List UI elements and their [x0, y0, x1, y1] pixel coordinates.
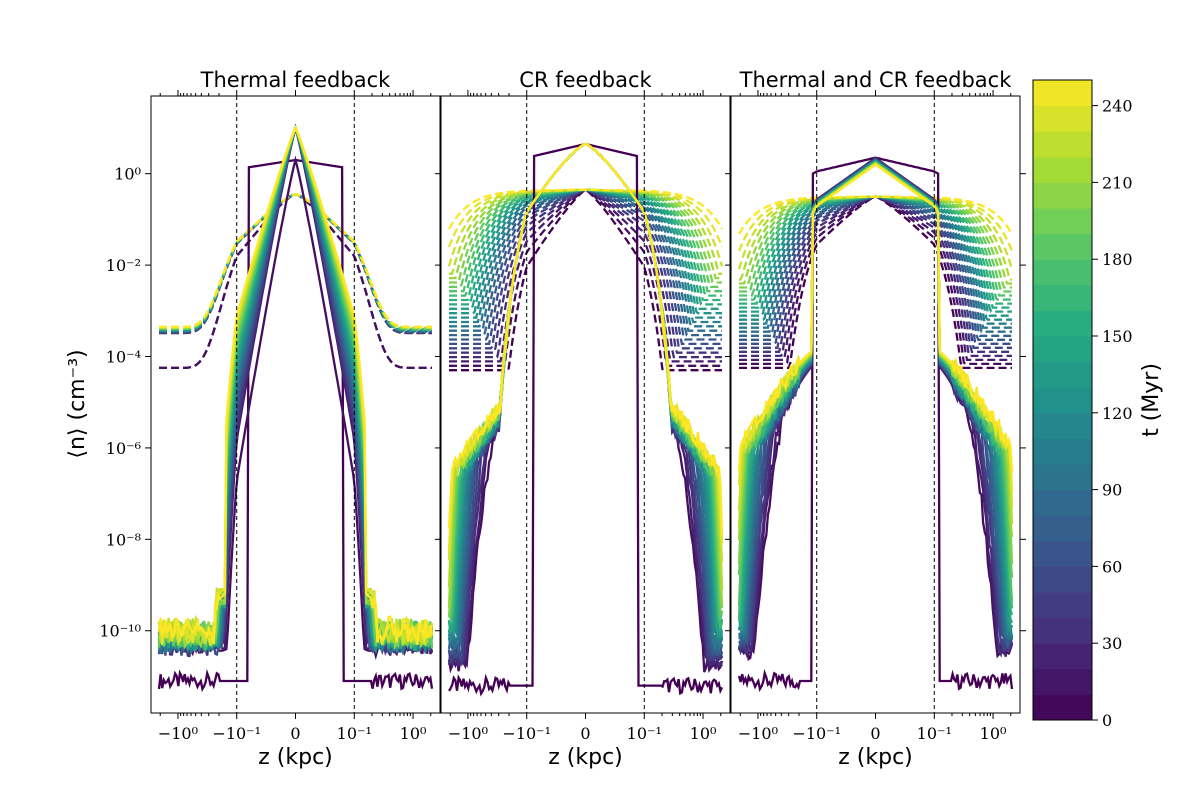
colorbar-label: t (Myr)	[1139, 363, 1164, 437]
x-tick-label: −10⁻¹	[792, 724, 841, 743]
colorbar-tick-label: 0	[1102, 711, 1112, 730]
colorbar-band	[1033, 131, 1092, 158]
x-tick-label: 10⁻¹	[917, 724, 952, 743]
y-tick-label: 10⁻⁶	[106, 439, 141, 458]
y-tick-label: 10⁻²	[106, 256, 141, 275]
colorbar-tick-label: 210	[1102, 173, 1133, 192]
y-tick-label: 10⁻¹⁰	[99, 622, 141, 641]
colorbar-band	[1033, 310, 1092, 337]
colorbar-tick-label: 90	[1102, 481, 1122, 500]
panel-cr: −10⁰ −10⁻¹ 0 10⁻¹ 10⁰ CR feedback z (kpc)	[435, 68, 731, 770]
colorbar-band	[1033, 156, 1092, 183]
colorbar-tick-label: 180	[1102, 250, 1133, 269]
panel-title: Thermal and CR feedback	[739, 68, 1013, 92]
x-tick-label: 0	[580, 724, 590, 743]
x-tick-label: −10⁰	[158, 724, 198, 743]
colorbar-band	[1033, 489, 1092, 516]
panel-thermal: −10⁰ −10⁻¹ 0 10⁻¹ 10⁰ 10⁰ 10⁻² 10⁻⁴ 10⁻⁶ 10⁻⁸ 10⁻¹…	[99, 68, 441, 770]
colorbar-band	[1033, 643, 1092, 670]
colorbar-band	[1033, 105, 1092, 132]
series-line-dashed-t60	[449, 188, 722, 346]
colorbar-frame	[1032, 79, 1093, 721]
colorbar-tick-label: 60	[1102, 557, 1122, 576]
colorbar-band	[1033, 515, 1092, 542]
curves	[447, 142, 724, 697]
y-axis-label: ⟨n⟩ (cm⁻³)	[65, 349, 90, 458]
series-line-dashed-t120	[739, 195, 1012, 321]
series-line-dashed-t250	[159, 193, 432, 328]
panel-title: CR feedback	[519, 68, 652, 92]
colorbar-band	[1033, 387, 1092, 414]
y-tick-label: 10⁰	[114, 165, 141, 184]
curves	[157, 123, 434, 693]
colorbar-band	[1033, 182, 1092, 209]
y-tick-label: 10⁻⁴	[106, 348, 141, 367]
colorbar-band	[1033, 233, 1092, 260]
x-axis-label: z (kpc)	[838, 745, 913, 770]
x-tick-label: 10⁻¹	[337, 724, 372, 743]
x-tick-label: 10⁻¹	[627, 724, 662, 743]
series-line-dashed-t250	[738, 195, 1013, 235]
series-line-dashed-t160	[449, 188, 722, 302]
colorbar-band	[1033, 284, 1092, 311]
colorbar-band	[1033, 566, 1092, 593]
series-line-dashed-t200	[449, 188, 722, 284]
colorbar-band	[1033, 438, 1092, 465]
series-line-dashed-t250	[447, 188, 724, 230]
series-line-solid-t250	[157, 125, 434, 646]
colorbar-band	[1033, 361, 1092, 388]
series-line-dashed-t40	[739, 195, 1012, 353]
colorbar-band	[1033, 80, 1092, 107]
x-tick-label: −10⁰	[448, 724, 488, 743]
x-tick-label: −10⁰	[738, 724, 778, 743]
colorbar-band	[1033, 694, 1092, 721]
x-tick-label: −10⁻¹	[502, 724, 551, 743]
colorbar-band	[1033, 592, 1092, 619]
series-line-solid-t250	[737, 163, 1014, 474]
x-tick-label: 0	[870, 724, 880, 743]
colorbar: 0 30 60 90 120 150 180 210 240 t (Myr)	[1032, 79, 1164, 730]
x-tick-label: 10⁰	[690, 724, 717, 743]
series-line-dashed-t150	[739, 195, 1012, 309]
series-line-solid-t250	[447, 142, 724, 537]
y-tick-label: 10⁻⁸	[106, 530, 141, 549]
series-line-dashed-t190	[449, 188, 722, 289]
x-tick-label: 0	[290, 724, 300, 743]
colorbar-tick-label: 30	[1102, 634, 1122, 653]
colorbar-band	[1033, 259, 1092, 286]
x-axis-label: z (kpc)	[258, 745, 333, 770]
colorbar-band	[1033, 464, 1092, 491]
colorbar-tick-label: 120	[1102, 404, 1133, 423]
x-axis-label: z (kpc)	[548, 745, 623, 770]
plot-area	[151, 96, 440, 713]
colorbar-band	[1033, 617, 1092, 644]
panel-both: −10⁰ −10⁻¹ 0 10⁻¹ 10⁰ Thermal and CR feedback…	[725, 68, 1026, 770]
series-line-dashed-t160	[739, 195, 1012, 305]
colorbar-band	[1033, 336, 1092, 363]
panel-title: Thermal feedback	[200, 68, 391, 92]
colorbar-band	[1033, 668, 1092, 695]
series-line-dashed-t130	[449, 188, 722, 315]
colorbar-band	[1033, 208, 1092, 235]
colorbar-tick-label: 240	[1102, 97, 1133, 116]
colorbar-tick-label: 150	[1102, 327, 1133, 346]
x-tick-label: 10⁰	[980, 724, 1007, 743]
x-tick-label: 10⁰	[400, 724, 427, 743]
colorbar-band	[1033, 540, 1092, 567]
x-tick-label: −10⁻¹	[212, 724, 261, 743]
series-line-dashed-t80	[739, 195, 1012, 337]
curves	[737, 156, 1014, 693]
colorbar-band	[1033, 412, 1092, 439]
series-line-dashed-t230	[447, 188, 724, 267]
